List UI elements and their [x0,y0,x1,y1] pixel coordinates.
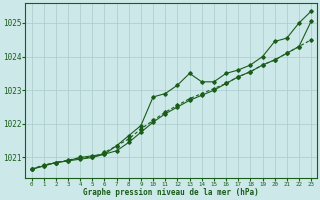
X-axis label: Graphe pression niveau de la mer (hPa): Graphe pression niveau de la mer (hPa) [84,188,259,197]
